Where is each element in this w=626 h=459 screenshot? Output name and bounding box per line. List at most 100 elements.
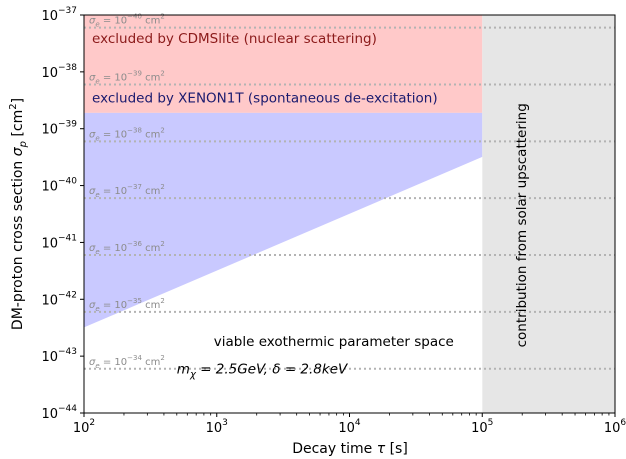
y-tick-label-6: 10−38 [41,63,77,81]
y-tick-exponent: −40 [58,177,77,187]
sigma-e-unit-exponent: 2 [160,183,164,191]
sigma-e-unit-exponent: 2 [160,69,164,77]
y-axis-label-main: DM-proton cross section [10,156,26,330]
sigma-e-label-6: σe = 10−34 cm2 [89,354,165,370]
x-tick-label-3: 105 [471,418,493,436]
regions-layer [84,15,615,413]
x-tick-exponent: 3 [222,418,228,428]
xenon1t-region [84,112,483,328]
y-tick-base: 10 [41,293,58,308]
y-axis-label-unit-sup: 2 [8,103,19,109]
sigma-e-symbol: σ [89,72,96,83]
y-tick-exponent: −39 [58,120,77,130]
x-tick-base: 10 [471,421,488,436]
sigma-e-label-0: σe = 10−40 cm2 [89,13,165,29]
sigma-e-unit-exponent: 2 [160,126,164,134]
x-tick-base: 10 [604,421,621,436]
sigma-e-symbol: σ [89,16,96,27]
x-tick-base: 10 [73,421,90,436]
x-tick-exponent: 4 [355,418,361,428]
solar-region-label: contribution from solar upscattering [514,103,530,347]
y-tick-label-3: 10−41 [41,233,77,251]
sigma-e-exponent: −36 [127,240,142,248]
y-axis-label-unit-pre: [cm [10,110,26,141]
sigma-e-base: = 10 [100,357,127,368]
xenon1t-region-label: excluded by XENON1T (spontaneous de-exci… [92,90,438,106]
sigma-e-label-3: σe = 10−37 cm2 [89,183,165,199]
y-tick-exponent: −42 [58,290,77,300]
sigma-e-subscript: e [95,77,99,85]
sigma-e-symbol: σ [89,243,96,254]
sigma-e-base: = 10 [100,16,127,27]
y-tick-base: 10 [41,66,58,81]
y-axis-label-sub: p [18,141,29,148]
sigma-e-unit-exponent: 2 [160,240,164,248]
y-tick-base: 10 [41,123,58,138]
y-tick-label-1: 10−43 [41,347,77,365]
sigma-e-base: = 10 [100,243,127,254]
sigma-e-symbol: σ [89,300,96,311]
sigma-e-unit-exponent: 2 [160,13,164,21]
x-axis-label: Decay time τ [s] [292,441,408,457]
x-tick-label-2: 104 [338,418,361,436]
annotations-layer: excluded by CDMSlite (nuclear scattering… [92,31,530,380]
x-axis-label-unit: [s] [385,441,408,457]
param-m-sub: χ [189,369,197,380]
param-m: m [177,361,190,377]
sigma-e-unit-exponent: 2 [160,297,164,305]
sigma-e-subscript: e [95,191,99,199]
sigma-e-subscript: e [95,362,99,370]
sigma-e-exponent: −35 [127,297,142,305]
x-tick-exponent: 6 [620,418,626,428]
y-tick-base: 10 [41,350,58,365]
sigma-e-symbol: σ [89,129,96,140]
sigma-e-label-5: σe = 10−35 cm2 [89,297,165,313]
x-tick-base: 10 [338,421,355,436]
sigma-e-exponent: −40 [127,13,142,21]
x-axis-label-symbol: τ [377,441,386,457]
cdmslite-region-label: excluded by CDMSlite (nuclear scattering… [92,31,377,47]
sigma-e-base: = 10 [100,72,127,83]
sigma-e-base: = 10 [100,186,127,197]
sigma-e-symbol: σ [89,357,96,368]
sigma-e-unit: cm [142,16,160,27]
y-tick-exponent: −37 [58,6,77,16]
sigma-e-subscript: e [95,248,99,256]
x-tick-label-4: 106 [604,418,626,436]
viable-label: viable exothermic parameter space [214,334,454,350]
sigma-e-base: = 10 [100,129,127,140]
x-tick-label-0: 102 [73,418,95,436]
y-tick-label-4: 10−40 [41,177,77,195]
y-tick-label-0: 10−44 [41,404,77,422]
sigma-e-subscript: e [95,134,99,142]
sigma-e-base: = 10 [100,300,127,311]
y-tick-exponent: −43 [58,347,77,357]
sigma-e-unit: cm [142,357,160,368]
sigma-e-label-2: σe = 10−38 cm2 [89,126,165,142]
y-tick-label-7: 10−37 [41,6,77,24]
x-tick-base: 10 [206,421,223,436]
y-axis-label-unit-post: ] [10,98,26,103]
sigma-e-unit-exponent: 2 [160,354,164,362]
sigma-e-label-1: σe = 10−39 cm2 [89,69,165,85]
y-tick-base: 10 [41,9,58,24]
sigma-e-unit: cm [142,300,160,311]
solar-region [482,15,615,413]
y-tick-base: 10 [41,180,58,195]
x-tick-label-1: 103 [206,418,228,436]
y-tick-base: 10 [41,407,58,422]
x-tick-exponent: 5 [488,418,494,428]
param-m-value: = 2.5GeV, [196,361,272,377]
sigma-e-exponent: −34 [127,354,142,362]
y-tick-label-2: 10−42 [41,290,77,308]
param-delta: δ [272,361,280,377]
x-tick-exponent: 2 [89,418,95,428]
sigma-e-unit: cm [142,72,160,83]
y-tick-exponent: −41 [58,233,77,243]
sigma-e-unit: cm [142,186,160,197]
sigma-e-unit: cm [142,129,160,140]
sigma-e-label-4: σe = 10−36 cm2 [89,240,165,256]
